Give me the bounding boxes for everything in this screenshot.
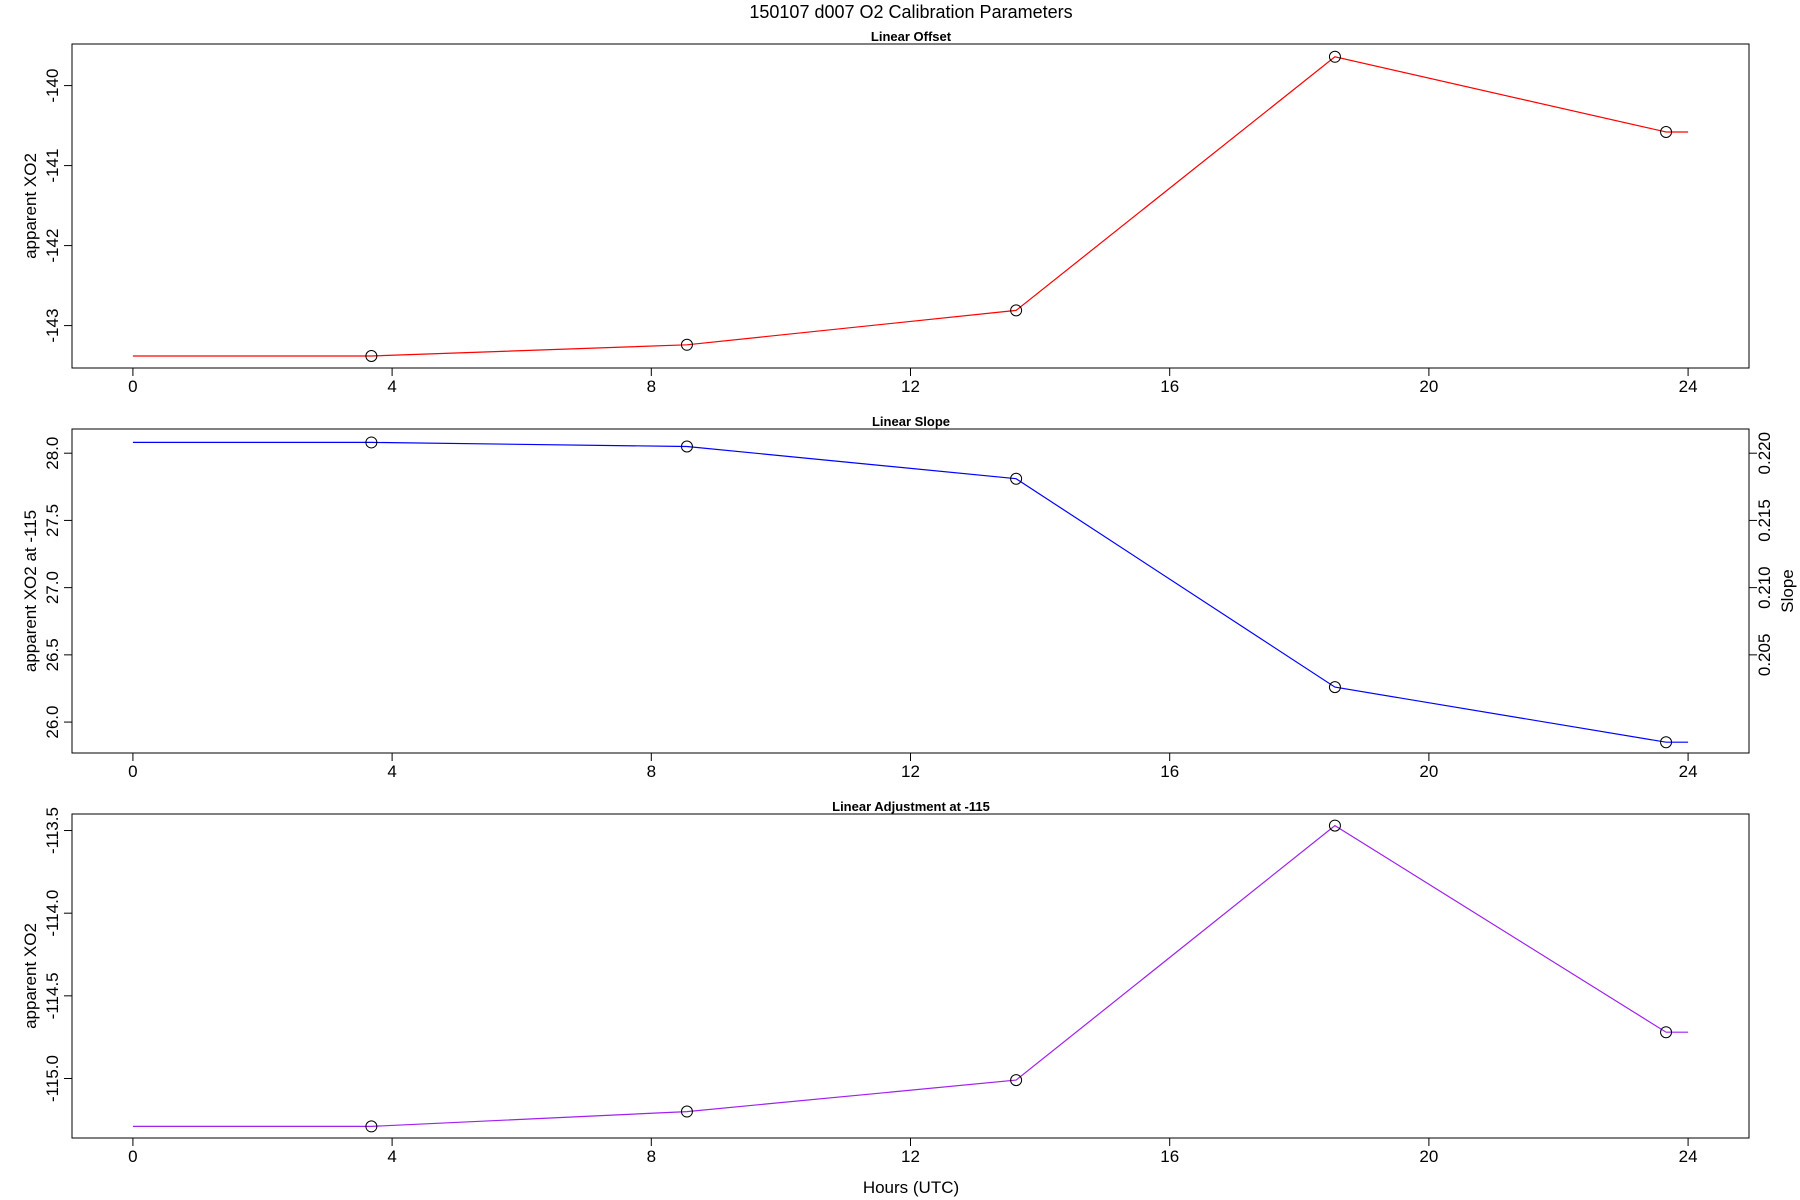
x-tick-label: 4 xyxy=(387,762,396,781)
data-point xyxy=(680,440,693,453)
x-tick-label: 20 xyxy=(1419,1147,1438,1166)
y2-tick-label: 0.205 xyxy=(1755,634,1774,677)
y2-tick-label: 0.215 xyxy=(1755,499,1774,542)
panel-title: Linear Slope xyxy=(872,414,950,429)
data-point xyxy=(1010,304,1023,317)
data-point xyxy=(365,1120,378,1133)
data-point xyxy=(1328,681,1341,694)
y-tick-label: -142 xyxy=(43,229,62,263)
y-tick-label: -140 xyxy=(43,69,62,103)
x-tick-label: 4 xyxy=(387,377,396,396)
panels: Linear Offset 0 4 8 12 16 20 24 -140 -141 -142 -143… xyxy=(21,29,1797,1166)
x-tick-label: 0 xyxy=(128,762,137,781)
x-tick-label: 16 xyxy=(1160,762,1179,781)
series-line xyxy=(132,824,1689,1128)
y-tick-label: 26.5 xyxy=(43,638,62,671)
x-tick-label: 24 xyxy=(1679,1147,1698,1166)
panel-title: Linear Adjustment at -115 xyxy=(832,799,990,814)
y-axis-label: apparent XO2 xyxy=(21,153,40,259)
x-axis-label: Hours (UTC) xyxy=(863,1178,959,1197)
y-tick-label: 28.0 xyxy=(43,437,62,470)
series-line xyxy=(132,56,1689,357)
y-tick-label: 27.5 xyxy=(43,504,62,537)
chart-title: 150107 d007 O2 Calibration Parameters xyxy=(749,2,1072,22)
x-tick-label: 24 xyxy=(1679,762,1698,781)
y-tick-label: -114.5 xyxy=(43,972,62,1019)
y-axis-label: apparent XO2 at -115 xyxy=(21,510,40,672)
y-tick-label: -113.5 xyxy=(43,807,62,854)
x-tick-label: 8 xyxy=(647,762,656,781)
plot-frame xyxy=(71,428,1750,754)
y2-tick-label: 0.210 xyxy=(1755,566,1774,609)
x-tick-label: 16 xyxy=(1160,1147,1179,1166)
data-point xyxy=(1328,50,1341,63)
y-tick-label: -141 xyxy=(43,149,62,183)
data-point xyxy=(680,1105,693,1118)
data-point xyxy=(1010,472,1023,485)
x-tick-label: 12 xyxy=(901,762,920,781)
x-tick-label: 16 xyxy=(1160,377,1179,396)
data-point xyxy=(1328,819,1341,832)
data-point xyxy=(365,350,378,362)
panel-2: Linear Slope 0 4 8 12 16 20 24 26.0 26.5 27.0 27.5 2… xyxy=(21,414,1797,781)
x-tick-label: 20 xyxy=(1419,377,1438,396)
y-tick-label: -114.0 xyxy=(43,890,62,937)
y-tick-label: 27.0 xyxy=(43,571,62,604)
plot-frame xyxy=(71,43,1750,369)
y-tick-label: 26.0 xyxy=(43,706,62,739)
panel-title: Linear Offset xyxy=(871,29,952,44)
x-tick-label: 24 xyxy=(1679,377,1698,396)
y-tick-label: -143 xyxy=(43,309,62,343)
data-point xyxy=(365,436,378,449)
data-point xyxy=(680,338,693,351)
y2-axis-label: Slope xyxy=(1778,569,1797,612)
x-tick-label: 4 xyxy=(387,1147,396,1166)
y2-tick-label: 0.220 xyxy=(1755,432,1774,475)
series-line xyxy=(132,441,1689,743)
x-tick-label: 12 xyxy=(901,377,920,396)
x-tick-label: 20 xyxy=(1419,762,1438,781)
data-point xyxy=(1010,1074,1023,1087)
x-tick-label: 0 xyxy=(128,377,137,396)
panel-1: Linear Offset 0 4 8 12 16 20 24 -140 -141 -142 -143… xyxy=(21,29,1750,396)
x-tick-label: 8 xyxy=(647,1147,656,1166)
panel-3: Linear Adjustment at -115 0 4 8 12 16 20 24 -113… xyxy=(21,799,1750,1166)
y-axis-label: apparent XO2 xyxy=(21,923,40,1029)
x-tick-label: 8 xyxy=(647,377,656,396)
plot-frame xyxy=(71,813,1750,1139)
data-point xyxy=(1660,1026,1673,1039)
data-point xyxy=(1660,126,1673,138)
y-tick-label: -115.0 xyxy=(43,1055,62,1102)
x-tick-label: 0 xyxy=(128,1147,137,1166)
x-tick-label: 12 xyxy=(901,1147,920,1166)
data-point xyxy=(1660,736,1673,749)
